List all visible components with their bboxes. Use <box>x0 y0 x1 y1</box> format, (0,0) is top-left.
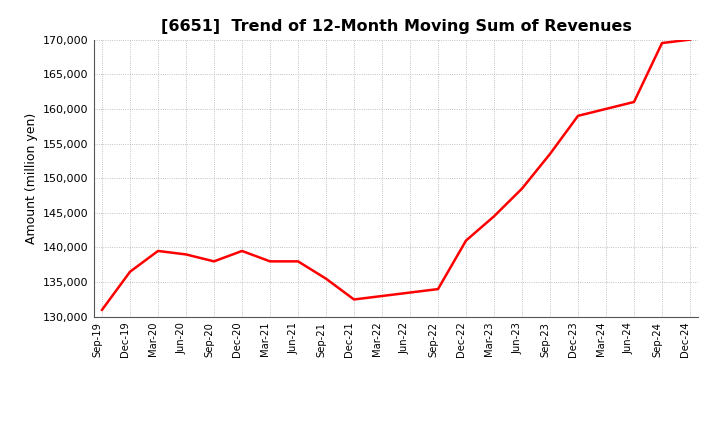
Y-axis label: Amount (million yen): Amount (million yen) <box>24 113 37 244</box>
Title: [6651]  Trend of 12-Month Moving Sum of Revenues: [6651] Trend of 12-Month Moving Sum of R… <box>161 19 631 34</box>
